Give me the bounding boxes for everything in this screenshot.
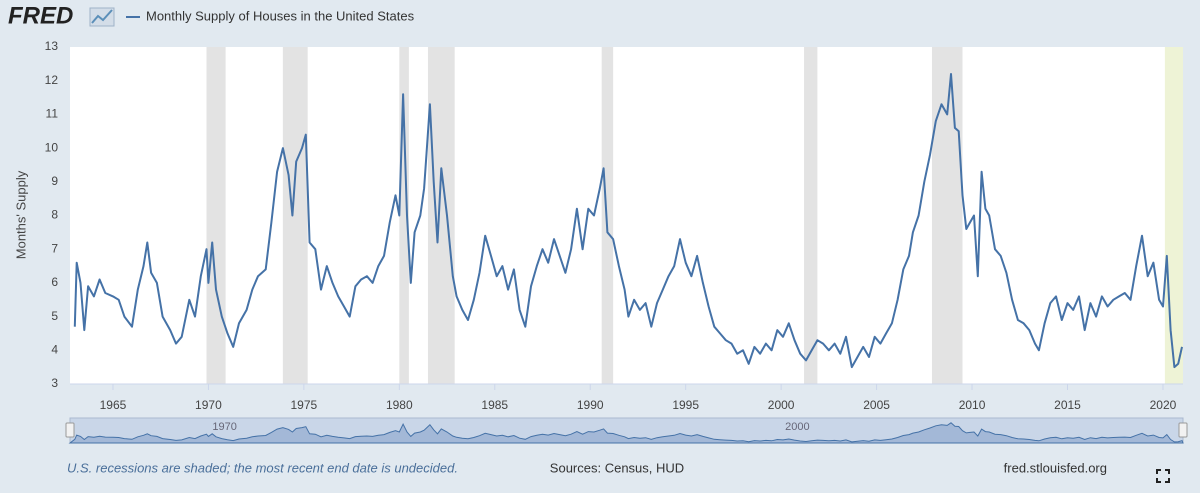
footer-sources: Sources: Census, HUD bbox=[550, 460, 684, 475]
recession-band bbox=[601, 47, 614, 384]
recession-band bbox=[931, 47, 963, 384]
y-tick-label: 12 bbox=[45, 73, 59, 87]
recession-band bbox=[206, 47, 226, 384]
navigator-label: 1970 bbox=[212, 421, 236, 433]
y-axis-label: Months' Supply bbox=[13, 170, 28, 259]
x-tick-label: 1980 bbox=[386, 398, 413, 412]
logo-icon bbox=[89, 7, 115, 27]
x-tick-label: 2000 bbox=[768, 398, 795, 412]
y-tick-label: 7 bbox=[51, 241, 58, 255]
x-tick-label: 1975 bbox=[291, 398, 318, 412]
navigator-handle bbox=[65, 422, 75, 438]
y-tick-label: 5 bbox=[51, 309, 58, 323]
recession-band bbox=[399, 47, 409, 384]
y-tick-label: 9 bbox=[51, 174, 58, 188]
recession-band bbox=[804, 47, 818, 384]
series-line bbox=[73, 73, 1183, 369]
x-tick-label: 1965 bbox=[100, 398, 127, 412]
x-tick-label: 2005 bbox=[863, 398, 890, 412]
logo: FRED bbox=[8, 2, 73, 29]
x-tick-label: 1985 bbox=[481, 398, 508, 412]
x-tick-label: 1970 bbox=[195, 398, 222, 412]
recession-band bbox=[427, 47, 455, 384]
y-tick-label: 4 bbox=[51, 342, 58, 356]
navigator-area bbox=[68, 422, 1184, 444]
recession-band bbox=[282, 47, 308, 384]
recession-band bbox=[1164, 47, 1183, 384]
footer-site: fred.stlouisfed.org bbox=[1004, 460, 1107, 475]
x-tick-label: 1995 bbox=[672, 398, 699, 412]
footer-note: U.S. recessions are shaded; the most rec… bbox=[67, 460, 458, 475]
y-tick-label: 8 bbox=[51, 208, 58, 222]
y-tick-label: 6 bbox=[51, 275, 58, 289]
x-tick-label: 2020 bbox=[1150, 398, 1177, 412]
y-tick-label: 11 bbox=[46, 107, 59, 121]
y-tick-label: 13 bbox=[45, 39, 59, 53]
x-tick-label: 2015 bbox=[1054, 398, 1081, 412]
legend-label: Monthly Supply of Houses in the United S… bbox=[146, 8, 415, 23]
y-tick-label: 10 bbox=[45, 140, 59, 154]
navigator-label: 2000 bbox=[785, 421, 809, 433]
y-tick-label: 3 bbox=[51, 376, 58, 390]
x-tick-label: 1990 bbox=[577, 398, 604, 412]
navigator-handle bbox=[1178, 422, 1188, 438]
x-tick-label: 2010 bbox=[959, 398, 986, 412]
plot-area bbox=[70, 47, 1183, 384]
fullscreen-icon[interactable] bbox=[1156, 469, 1170, 483]
